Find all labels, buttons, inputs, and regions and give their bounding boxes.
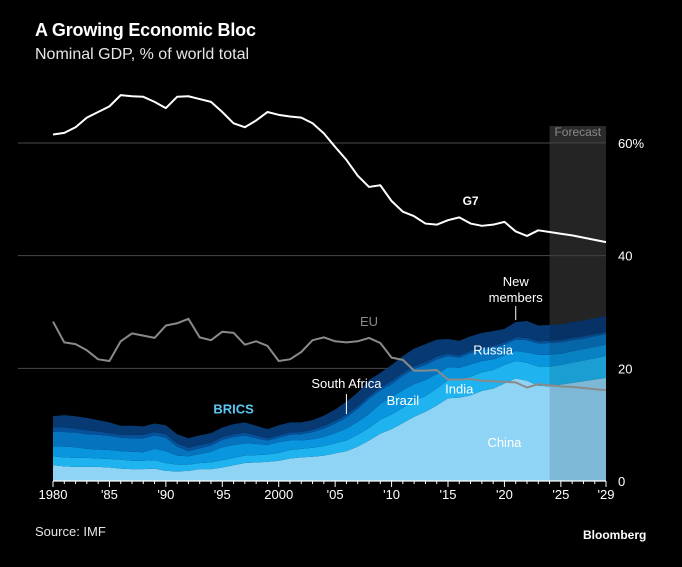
x-tick-label: '95 — [214, 487, 231, 502]
annotation-south-africa: South Africa — [311, 376, 382, 391]
area-india — [53, 355, 606, 472]
area-russia — [53, 333, 606, 457]
y-tick-label: 40 — [618, 249, 632, 264]
x-tick-label: '10 — [383, 487, 400, 502]
forecast-label: Forecast — [554, 125, 601, 139]
annotations: G7 EU BRICS South Africa Brazil Russia India Ch… — [213, 194, 543, 450]
area-brazil — [53, 344, 606, 465]
chart-subtitle: Nominal GDP, % of world total — [35, 46, 250, 63]
annotation-india: India — [445, 382, 474, 397]
area-china — [53, 377, 606, 481]
y-tick-label: 60% — [618, 136, 644, 151]
series-lines — [52, 94, 607, 392]
x-tick-label: 1980 — [39, 487, 68, 502]
x-tick-label: '25 — [552, 487, 569, 502]
x-axis: 1980 '85 '90 '95 2000 '05 '10 '15 '20 '25 '29 — [39, 480, 615, 502]
x-tick-label: 2000 — [264, 487, 293, 502]
line-g7 — [52, 94, 607, 244]
area-new-members — [53, 315, 606, 448]
annotation-china: China — [487, 435, 522, 450]
annotation-brics: BRICS — [213, 401, 254, 416]
forecast-overlay — [549, 143, 606, 481]
line-eu — [52, 317, 607, 392]
x-tick-label: '15 — [440, 487, 457, 502]
y-tick-label: 20 — [618, 361, 632, 376]
stacked-areas — [53, 143, 606, 481]
annotation-brazil: Brazil — [387, 393, 420, 408]
x-tick-label: '05 — [327, 487, 344, 502]
bloomberg-logo: Bloomberg — [583, 528, 647, 542]
chart-title: A Growing Economic Bloc — [35, 20, 256, 40]
annotation-new-members: New members — [489, 274, 544, 305]
y-tick-label: 0 — [618, 474, 625, 489]
y-axis-labels: 0 20 40 60% — [618, 136, 644, 489]
x-tick-label: '29 — [598, 487, 615, 502]
annotation-g7: G7 — [463, 194, 479, 208]
annotation-eu: EU — [360, 314, 378, 329]
x-tick-label: '90 — [157, 487, 174, 502]
source-note: Source: IMF — [35, 524, 106, 539]
x-tick-label: '20 — [496, 487, 513, 502]
annotation-russia: Russia — [473, 342, 514, 357]
x-tick-label: '85 — [101, 487, 118, 502]
